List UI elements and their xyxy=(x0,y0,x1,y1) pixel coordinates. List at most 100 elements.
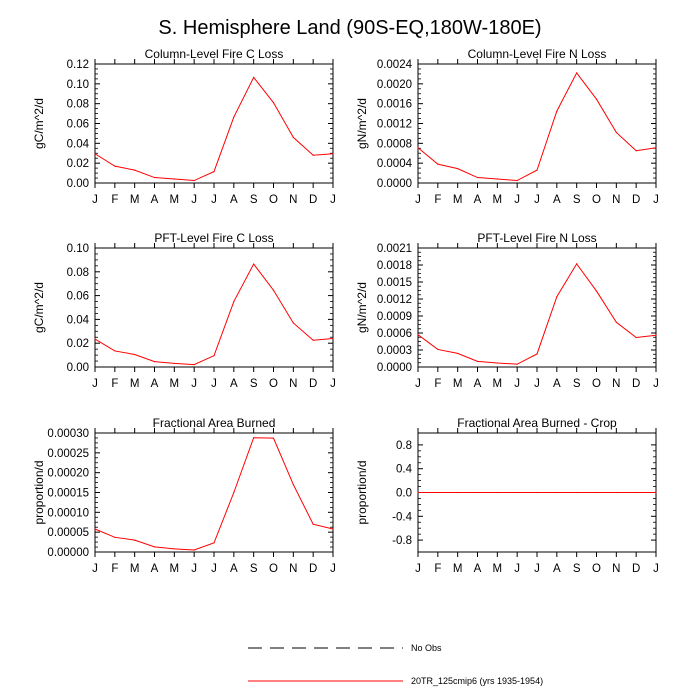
y-tick-label: 0.0020 xyxy=(377,79,412,91)
x-tick-label: O xyxy=(269,194,278,206)
panels: Column-Level Fire C Loss gC/m^2/d 0.00 0.02… xyxy=(32,47,659,575)
data-point xyxy=(496,362,498,364)
data-point xyxy=(94,528,96,530)
x-tick-label: S xyxy=(573,194,581,206)
data-point xyxy=(417,334,419,336)
x-tick-label: J xyxy=(415,378,421,390)
x-tick-label: S xyxy=(573,378,581,390)
panel-title: Column-Level Fire C Loss xyxy=(145,47,284,61)
data-point xyxy=(476,491,479,494)
x-tick-label: A xyxy=(230,563,238,575)
x-tick-label: J xyxy=(92,563,98,575)
x-tick-label: J xyxy=(534,378,540,390)
data-point xyxy=(615,131,617,134)
y-tick-label: 0.00 xyxy=(67,362,89,374)
figure-title: S. Hemisphere Land (90S-EQ,180W-180E) xyxy=(158,17,541,39)
data-point xyxy=(556,110,558,112)
y-tick-label: 0.0016 xyxy=(377,99,412,111)
data-point xyxy=(114,165,116,167)
y-tick-label: 0.00030 xyxy=(47,428,89,440)
x-tick-label: M xyxy=(493,378,503,390)
data-point xyxy=(134,539,136,541)
x-tick-label: J xyxy=(191,194,197,206)
y-axis-label: proportion/d xyxy=(32,460,46,524)
data-point xyxy=(615,491,617,494)
y-tick-label: 0.0004 xyxy=(377,158,413,170)
y-tick-label: 0.0006 xyxy=(377,328,412,340)
x-tick-label: J xyxy=(191,378,197,390)
data-point xyxy=(655,334,657,336)
y-tick-label: 0.0 xyxy=(396,488,412,500)
x-tick-label: J xyxy=(514,563,520,575)
data-point xyxy=(576,263,578,265)
legend-label: No Obs xyxy=(411,643,442,653)
x-tick-label: D xyxy=(632,194,640,206)
x-tick-label: J xyxy=(191,563,197,575)
plot-frame xyxy=(417,247,657,368)
y-tick-label: -0.4 xyxy=(392,511,412,523)
plot-frame xyxy=(417,63,657,184)
data-point xyxy=(114,350,116,352)
y-tick-label: 0.00005 xyxy=(47,527,89,539)
panel-title: Column-Level Fire N Loss xyxy=(468,47,607,61)
data-point xyxy=(332,528,334,530)
x-tick-label: F xyxy=(434,563,441,575)
x-tick-label: F xyxy=(111,563,118,575)
x-tick-label: M xyxy=(453,194,463,206)
x-tick-label: N xyxy=(612,563,620,575)
data-point xyxy=(556,491,558,494)
x-tick-label: A xyxy=(230,194,238,206)
x-tick-label: O xyxy=(592,194,601,206)
x-tick-label: D xyxy=(309,194,317,206)
y-tick-label: 0.0012 xyxy=(377,294,412,306)
series-line xyxy=(94,263,334,366)
x-tick-label: J xyxy=(415,194,421,206)
data-point xyxy=(233,491,235,494)
series-line xyxy=(94,76,334,182)
chart-panel-4: PFT-Level Fire N Loss gN/m^2/d 0.0000 0.000… xyxy=(355,231,659,390)
panel-title: Fractional Area Burned - Crop xyxy=(457,416,617,430)
data-point xyxy=(272,289,275,291)
x-tick-label: A xyxy=(553,563,561,575)
y-tick-label: 0.00025 xyxy=(47,448,89,460)
data-point xyxy=(134,353,136,356)
data-point xyxy=(292,136,294,138)
x-tick-label: M xyxy=(453,563,463,575)
y-axis-label: gC/m^2/d xyxy=(32,98,46,149)
data-point xyxy=(332,337,334,340)
x-tick-label: N xyxy=(612,378,620,390)
data-point xyxy=(292,483,294,486)
data-point xyxy=(536,491,538,494)
data-point xyxy=(272,437,275,439)
y-tick-label: 0.8 xyxy=(396,440,412,452)
data-point xyxy=(134,169,136,171)
x-tick-label: A xyxy=(553,194,561,206)
series-line xyxy=(417,71,657,182)
x-tick-label: F xyxy=(111,378,118,390)
x-tick-label: J xyxy=(534,563,540,575)
data-point xyxy=(516,363,518,365)
x-tick-label: J xyxy=(653,378,659,390)
x-tick-label: M xyxy=(130,194,140,206)
x-tick-label: O xyxy=(592,378,601,390)
y-tick-label: 0.0024 xyxy=(377,59,413,71)
x-tick-label: A xyxy=(151,378,159,390)
x-tick-label: S xyxy=(573,563,581,575)
data-point xyxy=(193,549,195,551)
x-tick-label: O xyxy=(269,378,278,390)
series-line xyxy=(94,437,334,551)
data-point xyxy=(556,296,558,298)
series-line xyxy=(417,262,657,365)
x-tick-label: J xyxy=(330,194,336,206)
data-point xyxy=(153,176,156,179)
data-point xyxy=(153,361,156,363)
x-tick-label: J xyxy=(211,563,217,575)
y-tick-label: 0.0003 xyxy=(377,345,412,357)
chart-panel-3: PFT-Level Fire C Loss gC/m^2/d 0.00 0.02 0.0… xyxy=(32,231,336,390)
y-tick-label: 0.12 xyxy=(67,59,89,71)
data-point xyxy=(312,154,314,156)
data-point xyxy=(272,102,275,104)
y-tick-label: 0.06 xyxy=(67,291,89,303)
x-tick-label: J xyxy=(92,378,98,390)
